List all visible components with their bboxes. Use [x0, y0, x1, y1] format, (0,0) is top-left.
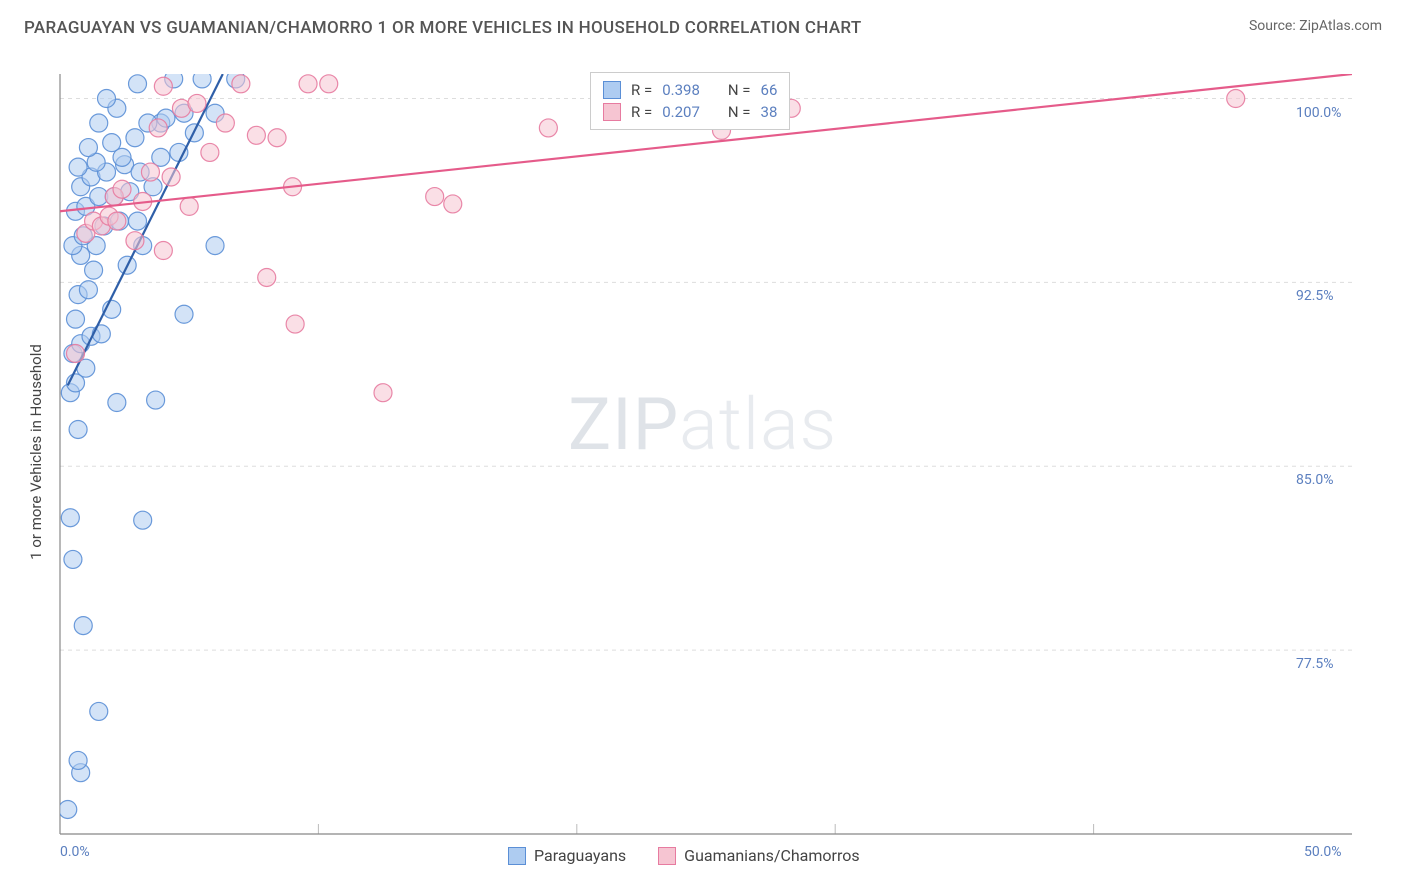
scatter-plot [48, 52, 1388, 892]
series-legend-item: Guamanians/Chamorros [658, 846, 859, 865]
series-legend-item: Paraguayans [508, 846, 626, 865]
source-label: Source: ZipAtlas.com [1249, 18, 1382, 34]
legend-swatch [508, 847, 526, 865]
series-name: Paraguayans [534, 846, 626, 865]
y-tick-label: 85.0% [1296, 472, 1406, 488]
correlation-legend: R = 0.398N = 66R = 0.207N = 38 [590, 72, 790, 130]
y-tick-label: 77.5% [1296, 656, 1406, 672]
y-axis-label: 1 or more Vehicles in Household [27, 344, 45, 560]
corr-legend-row: R = 0.207N = 38 [603, 101, 777, 123]
series-legend: Paraguayans Guamanians/Chamorros [508, 846, 860, 865]
series-name: Guamanians/Chamorros [684, 846, 859, 865]
legend-swatch [603, 81, 621, 99]
y-tick-label: 92.5% [1296, 288, 1406, 304]
legend-swatch [658, 847, 676, 865]
legend-swatch [603, 103, 621, 121]
corr-legend-row: R = 0.398N = 66 [603, 79, 777, 101]
chart-area: 1 or more Vehicles in Household ZIPatlas… [48, 52, 1388, 852]
x-tick-label: 0.0% [60, 844, 90, 860]
chart-title: PARAGUAYAN VS GUAMANIAN/CHAMORRO 1 OR MO… [24, 18, 861, 38]
x-tick-label: 50.0% [1304, 844, 1342, 860]
y-tick-label: 100.0% [1296, 105, 1406, 121]
